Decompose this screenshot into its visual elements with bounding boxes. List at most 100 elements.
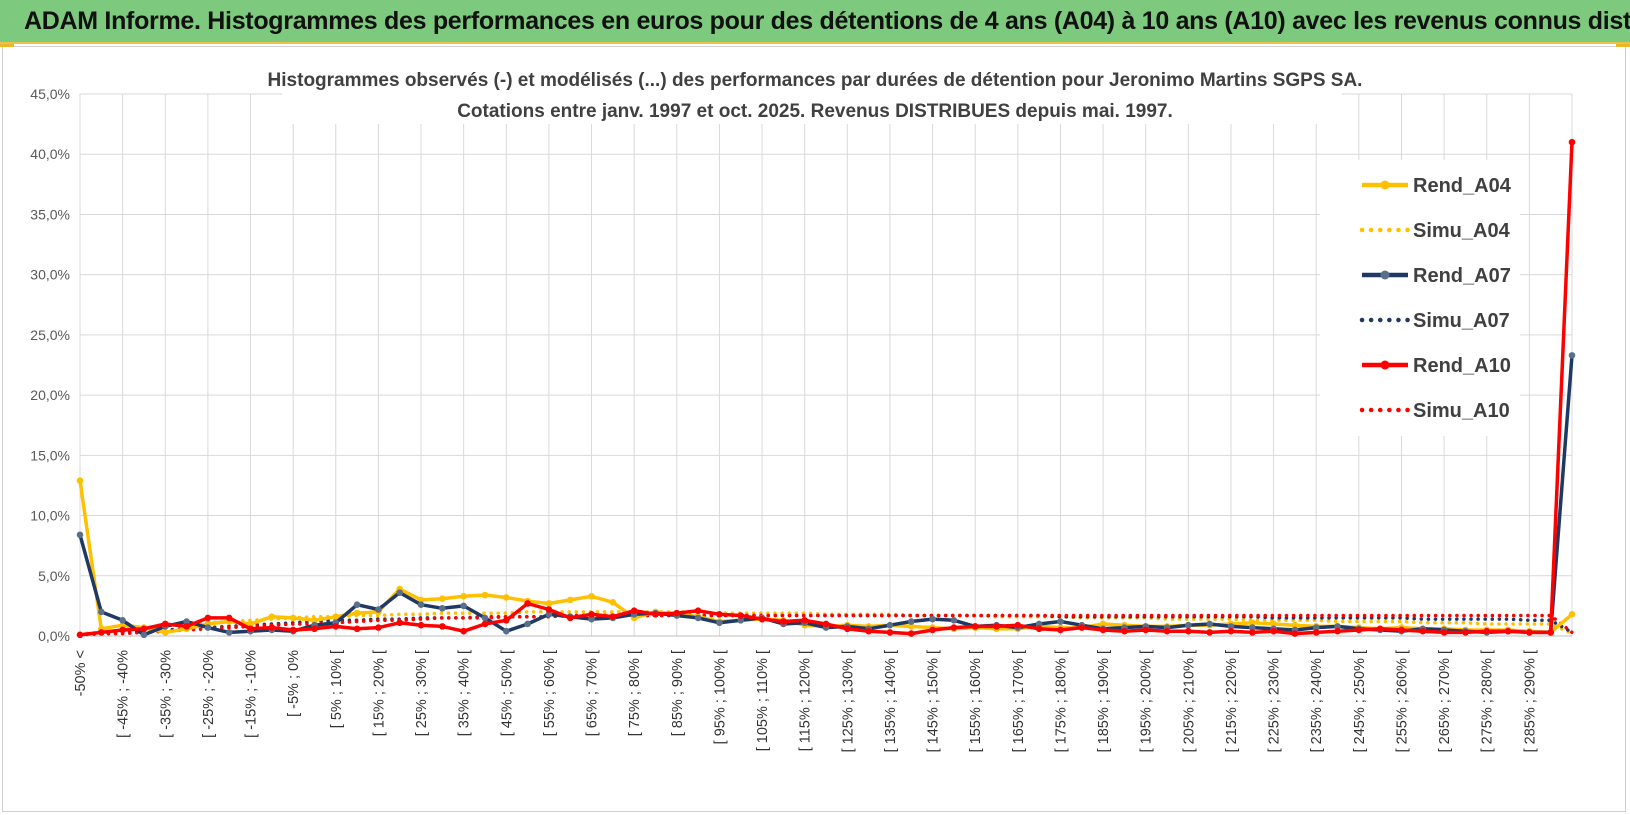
legend-marker — [1380, 270, 1390, 280]
data-point — [1334, 627, 1341, 635]
series-rend-a10 — [76, 138, 1576, 639]
x-tick-label: [ 5% ; 10% [ — [329, 650, 345, 728]
report-banner: ADAM Informe. Histogrammes des performan… — [0, 0, 1630, 44]
x-tick-label: [ 75% ; 80% [ — [627, 650, 643, 736]
data-point — [268, 613, 276, 621]
data-point — [1312, 629, 1320, 636]
data-point — [907, 618, 915, 625]
x-tick-label: [ 135% ; 140% [ — [883, 650, 899, 752]
x-tick-label: [ -45% ; -40% — [116, 650, 132, 738]
chart-title-line1: Histogrammes observés (-) et modélisés (… — [268, 70, 1363, 91]
legend-label: Simu_A04 — [1413, 220, 1511, 242]
data-point — [417, 601, 425, 608]
data-point — [588, 592, 595, 600]
data-point — [353, 601, 361, 608]
data-point — [1121, 627, 1128, 635]
x-tick-label: [ 215% ; 220% [ — [1224, 650, 1240, 752]
x-tick-label: [ -25% ; -20% — [201, 650, 217, 738]
data-point — [1526, 629, 1533, 636]
data-point — [758, 615, 766, 623]
data-point — [98, 629, 105, 636]
data-point — [1035, 625, 1043, 633]
data-point — [1185, 621, 1192, 629]
x-tick-label: [ 25% ; 30% [ — [414, 650, 430, 736]
data-point — [1057, 618, 1064, 625]
legend-label: Rend_A10 — [1413, 355, 1511, 377]
data-point — [907, 630, 915, 637]
legend-label: Simu_A10 — [1413, 400, 1510, 422]
data-point — [396, 589, 404, 596]
data-point — [460, 592, 467, 600]
x-tick-label: [ -5% ; 0% — [286, 650, 302, 717]
data-point — [545, 600, 553, 607]
data-point — [545, 606, 553, 613]
data-point — [1248, 624, 1256, 631]
data-point — [1206, 620, 1213, 628]
data-point — [1440, 629, 1448, 636]
data-point — [673, 609, 681, 617]
legend-label: Simu_A07 — [1413, 310, 1510, 332]
x-tick-label: [ 105% ; 110% [ — [755, 650, 771, 751]
data-point — [1057, 626, 1064, 634]
data-point — [417, 621, 425, 629]
data-point — [630, 607, 638, 615]
data-point — [1291, 630, 1299, 637]
data-point — [993, 623, 1000, 630]
legend-item-simu-a04: Simu_A04 — [1359, 220, 1511, 242]
data-point — [140, 625, 148, 633]
data-point — [1568, 138, 1576, 146]
data-point — [204, 624, 212, 631]
data-point — [737, 617, 745, 624]
data-point — [907, 623, 915, 630]
data-point — [929, 626, 936, 634]
data-point — [1462, 629, 1469, 636]
data-point — [332, 613, 340, 621]
y-tick-label: 10,0% — [30, 508, 70, 524]
data-point — [716, 619, 723, 627]
data-point — [524, 600, 531, 607]
data-point — [1568, 611, 1576, 618]
data-point — [1035, 620, 1043, 628]
x-tick-label: [ 145% ; 150% [ — [926, 650, 942, 752]
data-point — [545, 611, 553, 618]
data-point — [1398, 626, 1405, 634]
x-tick-label: [ 165% ; 170% [ — [1011, 650, 1027, 752]
x-tick-label: [ 95% ; 100% [ — [712, 650, 728, 744]
data-point — [183, 618, 190, 625]
frame-corner-right — [1616, 44, 1630, 47]
data-point — [1355, 626, 1363, 634]
data-point — [1568, 352, 1576, 359]
data-point — [439, 595, 446, 602]
series-rend-a04 — [76, 477, 1576, 636]
chart-title-background — [282, 62, 1342, 124]
data-point — [439, 604, 446, 612]
data-point — [1504, 627, 1512, 635]
data-point — [311, 625, 318, 633]
data-point — [76, 477, 84, 484]
legend-label: Rend_A07 — [1413, 265, 1511, 287]
x-tick-label: [ 125% ; 130% [ — [840, 650, 856, 752]
data-point — [76, 531, 84, 539]
data-point — [1270, 620, 1277, 628]
x-tick-label: -50% < — [73, 650, 89, 696]
data-point — [439, 623, 446, 630]
y-tick-label: 45,0% — [30, 86, 70, 102]
data-point — [268, 624, 276, 631]
legend-background — [1320, 160, 1520, 436]
data-point — [609, 613, 617, 621]
legend-item-rend-a07: Rend_A07 — [1362, 265, 1511, 287]
x-tick-label: [ 195% ; 200% [ — [1139, 650, 1155, 752]
data-point — [609, 598, 617, 606]
data-point — [204, 614, 212, 622]
x-tick-label: [ 65% ; 70% [ — [585, 650, 601, 736]
data-point — [247, 620, 254, 628]
data-point — [652, 611, 659, 618]
legend: Rend_A04 Simu_A04 Rend_A07 Simu_A07 Rend_A10… — [1320, 160, 1520, 436]
x-tick-label: [ 35% ; 40% [ — [457, 650, 473, 736]
x-tick-label: [ 155% ; 160% [ — [968, 650, 984, 752]
x-tick-label: [ 285% ; 290% [ — [1522, 650, 1538, 752]
data-point — [1376, 625, 1384, 633]
x-tick-label: [ 45% ; 50% [ — [499, 650, 515, 736]
data-point — [971, 623, 979, 630]
